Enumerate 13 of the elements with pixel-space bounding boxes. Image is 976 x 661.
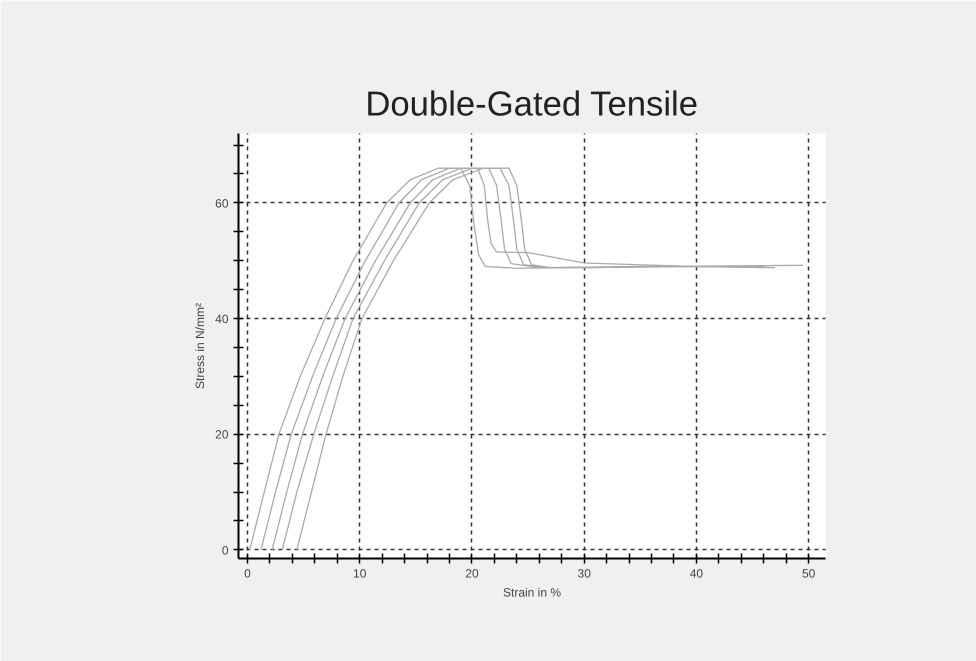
x-tick-label: 20 [465, 566, 479, 580]
y-tick-label: 0 [222, 543, 229, 558]
x-tick-label: 10 [353, 566, 367, 580]
y-tick-label: 20 [215, 428, 229, 442]
x-tick-label: 40 [690, 566, 704, 580]
x-tick-label: 0 [244, 566, 252, 580]
x-tick-label: 30 [578, 566, 592, 580]
y-tick-label: 40 [215, 312, 229, 326]
chart-title: Double-Gated Tensile [365, 86, 698, 124]
y-tick-label: 60 [215, 196, 229, 210]
x-tick-label: 50 [802, 566, 816, 580]
x-axis-title: Strain in % [502, 586, 562, 600]
y-axis-title: Stress in N/mm² [193, 302, 208, 389]
